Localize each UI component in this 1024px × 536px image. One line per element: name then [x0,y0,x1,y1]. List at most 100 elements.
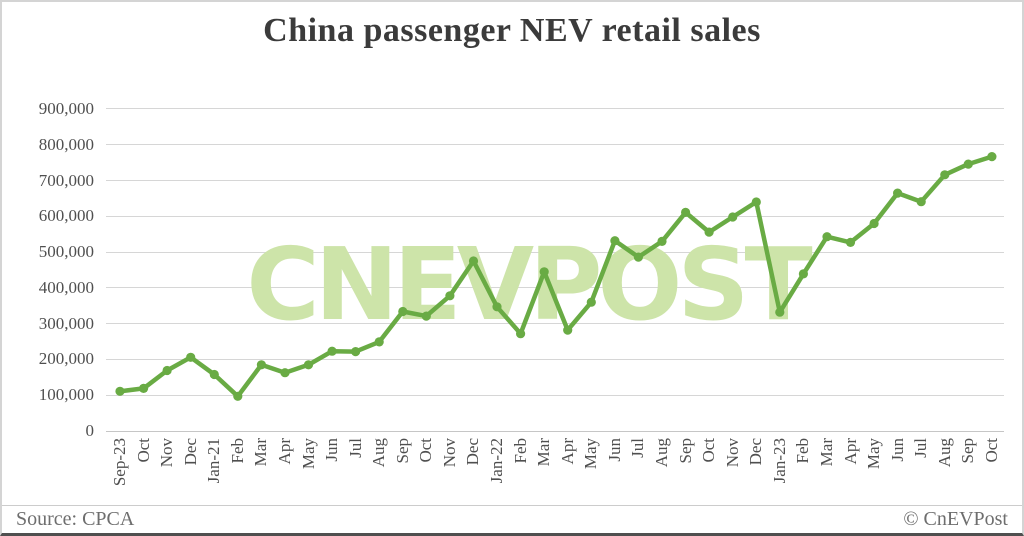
data-point-marker [869,218,879,229]
data-point-marker [610,236,620,246]
watermark: CNEVPOST [246,225,812,343]
data-point-marker [963,159,973,169]
x-tick-label: Aug [369,438,389,468]
data-point-marker [940,170,950,180]
data-point-marker [516,329,526,339]
x-tick-label: Nov [439,438,459,468]
x-tick-label: Aug [934,438,954,468]
data-point-marker [492,302,502,312]
data-point-marker [209,369,219,380]
x-tick-label: Jan-22 [487,438,507,484]
data-point-marker [728,212,738,222]
data-point-marker [233,391,243,401]
y-tick-label: 700,000 [38,170,94,190]
data-point-marker [798,269,809,279]
copyright-label: © CnEVPost [903,508,1008,530]
x-tick-label: Jan-21 [204,438,224,484]
x-tick-label: May [864,438,884,470]
x-tick-label: Apr [557,438,577,465]
data-point-marker [845,237,856,247]
x-tick-label: Feb [510,438,530,464]
data-point-marker [586,297,596,307]
x-tick-label: Nov [722,438,742,468]
x-tick-label: Dec [180,438,200,466]
data-point-marker [704,227,714,237]
data-point-marker [751,197,761,207]
gridline [106,287,1004,289]
x-tick-label: Sep [958,438,978,464]
x-tick-label: May [581,438,601,470]
chart-title: China passenger NEV retail sales [263,12,761,49]
gridline [106,108,1004,110]
data-point-marker [775,307,785,317]
data-point-marker [374,337,384,347]
data-point-marker [139,383,149,393]
y-tick-label: 100,000 [38,385,94,405]
y-tick-label: 900,000 [38,98,94,118]
data-point-marker [916,197,926,207]
x-tick-label: Jul [345,438,365,458]
x-tick-label: Mar [816,438,836,467]
x-tick-label: Jun [887,438,907,462]
y-tick-label: 200,000 [38,349,94,369]
x-tick-label: Oct [416,438,436,463]
x-tick-label: Sep-23 [110,438,129,487]
data-point-marker [563,325,573,335]
x-tick-label: Aug [651,438,671,468]
data-point-marker [421,311,431,321]
x-tick-label: Nov [157,438,177,468]
x-tick-label: Oct [981,438,1001,463]
y-tick-label: 300,000 [38,313,94,333]
y-tick-label: 600,000 [38,206,94,226]
y-tick-label: 0 [85,421,95,440]
data-point-marker [303,360,314,370]
data-point-marker [445,291,455,301]
gridline [106,323,1004,325]
data-point-marker [633,252,644,262]
gridline [106,358,1004,360]
gridline [106,251,1004,253]
gridline [106,394,1004,396]
x-tick-label: Feb [793,438,813,464]
data-point-marker [893,188,903,198]
x-tick-label: Dec [746,438,766,466]
x-tick-label: Mar [534,438,554,467]
data-point-marker [162,365,172,376]
gridline [106,215,1004,217]
x-tick-label: Apr [840,438,860,465]
source-label: Source: CPCA [16,508,135,530]
footer-divider [2,505,1022,506]
data-point-marker [280,368,290,378]
x-tick-label: Jul [628,438,648,458]
data-point-marker [657,236,667,246]
x-tick-label: Sep [675,438,695,464]
x-tick-label: Jun [604,438,624,462]
data-point-marker [681,207,691,217]
x-tick-label: Sep [392,438,412,464]
series-line [117,154,995,399]
data-point-marker [186,352,196,362]
x-tick-label: Jun [322,438,342,462]
data-point-marker [398,306,408,317]
data-point-marker [115,386,125,396]
x-tick-label: May [298,438,318,470]
x-tick-label: Feb [227,438,247,464]
x-tick-label: Oct [133,438,153,463]
gridline [106,430,1004,432]
gridline [106,180,1004,182]
data-point-marker [539,267,549,277]
x-tick-label: Oct [699,438,719,463]
y-tick-label: 500,000 [38,242,94,262]
data-point-marker [822,232,832,242]
y-tick-label: 400,000 [38,277,94,297]
data-point-marker [256,360,266,370]
data-point-marker [351,347,361,357]
data-point-marker [468,256,479,266]
x-tick-label: Mar [251,438,271,467]
x-tick-label: Jul [911,438,931,458]
data-point-marker [987,152,997,162]
y-tick-label: 800,000 [38,134,94,154]
